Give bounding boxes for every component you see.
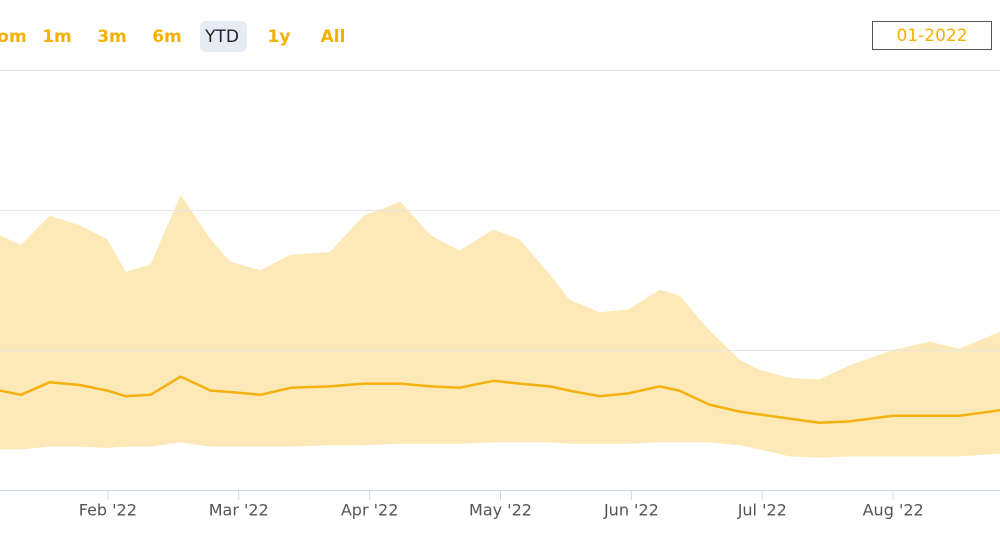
x-tick-label: Feb '22 [79,501,137,520]
x-tick-label: Jul '22 [737,501,787,520]
x-tick-label: Jun '22 [603,501,659,520]
x-tick-label: Mar '22 [209,501,269,520]
selected-button-bg [200,21,247,52]
range-button[interactable]: YTD [204,27,239,47]
x-tick-label: Aug '22 [863,501,924,520]
date-input[interactable]: 01-2022 [896,26,967,46]
range-button[interactable]: om [0,27,27,47]
range-button[interactable]: 3m [97,27,127,47]
x-tick-label: May '22 [469,501,532,520]
x-tick-label: Apr '22 [341,501,399,520]
range-button[interactable]: 1y [268,27,291,47]
line [0,375,1000,425]
date-input-box[interactable] [872,21,992,50]
range-button[interactable]: All [321,27,346,47]
range-button[interactable]: 1m [42,27,72,47]
range-band [0,194,1000,458]
range-button[interactable]: 6m [152,27,182,47]
